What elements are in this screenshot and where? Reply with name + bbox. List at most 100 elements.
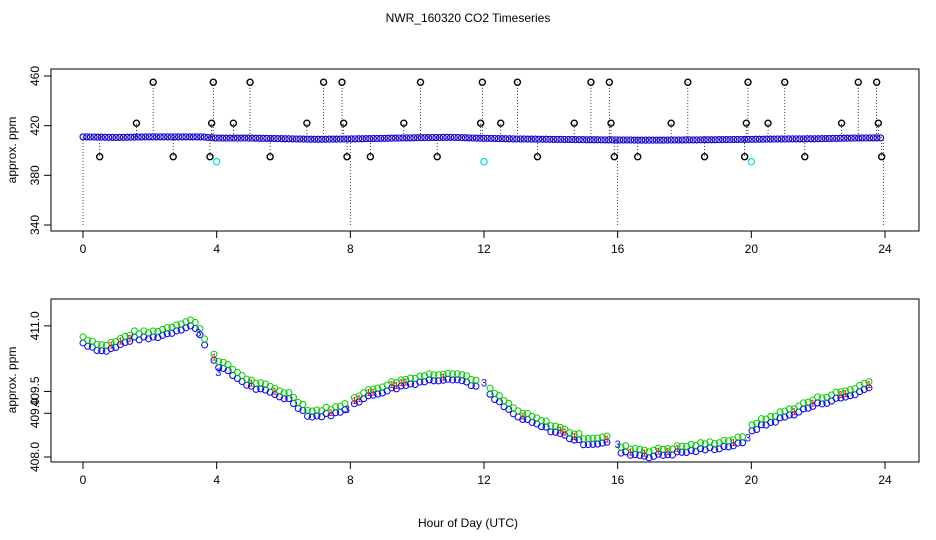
series-point-2 <box>542 417 550 425</box>
series-point-2 <box>860 379 868 387</box>
series-point-2 <box>552 422 560 430</box>
band-point <box>674 136 682 144</box>
spike-point <box>478 78 487 86</box>
spike-point <box>605 78 614 86</box>
band-point <box>311 135 319 143</box>
series-point-2 <box>697 439 705 447</box>
series-point-2 <box>767 412 775 420</box>
band-point <box>119 133 127 141</box>
spike-point <box>476 119 485 127</box>
spike-point <box>874 119 883 127</box>
series-marker-3: 3 <box>344 404 350 416</box>
band-point <box>564 136 572 144</box>
spike-point <box>634 153 642 161</box>
series-point-2 <box>734 433 742 441</box>
series-point-2 <box>645 448 653 456</box>
band-point <box>197 133 205 141</box>
x-tick-label: 20 <box>745 242 759 256</box>
band-point <box>211 134 219 142</box>
series-point-2 <box>191 318 199 326</box>
band-point <box>546 135 554 143</box>
series-point-2 <box>505 399 513 407</box>
series-point-2 <box>257 379 265 387</box>
band-point <box>814 135 822 143</box>
series-marker-1: 1 <box>272 387 278 398</box>
series-marker-1: 1 <box>838 390 844 401</box>
series-point-2 <box>580 435 588 443</box>
spike-point <box>740 153 749 161</box>
top-data-marks <box>79 78 886 225</box>
band-point <box>90 133 98 141</box>
band-point <box>182 133 190 141</box>
band-point <box>428 134 436 142</box>
band-point <box>487 134 495 142</box>
series-point-2 <box>275 387 283 395</box>
band-point <box>550 135 558 143</box>
band-point <box>402 134 410 142</box>
series-point-2 <box>280 389 288 397</box>
series-point-2 <box>626 445 634 453</box>
band-point <box>314 135 322 143</box>
band-point <box>318 135 326 143</box>
band-point <box>388 134 396 142</box>
y-tick-label: 411.0 <box>28 311 42 340</box>
series-point-2 <box>603 432 611 440</box>
band-point <box>193 133 201 141</box>
band-point <box>248 134 256 142</box>
band-point <box>127 133 135 141</box>
series-point-2 <box>126 331 134 339</box>
x-tick-label: 12 <box>477 242 491 256</box>
spike-point <box>207 119 216 127</box>
band-point <box>719 136 727 144</box>
band-point <box>542 135 550 143</box>
band-point <box>189 133 197 141</box>
y-tick-label: 409.5 <box>28 376 42 406</box>
spike-point <box>533 153 542 161</box>
spike-point <box>610 153 619 161</box>
cyan-point <box>747 157 756 166</box>
band-point <box>351 135 359 143</box>
spike-point <box>801 153 809 161</box>
y-tick-label: 460 <box>28 66 42 86</box>
band-point <box>557 135 565 143</box>
band-point <box>722 136 730 144</box>
band-point <box>476 134 484 142</box>
band-point <box>307 135 315 143</box>
series-marker-1: 1 <box>394 381 400 392</box>
series-point-2 <box>98 341 106 349</box>
band-point <box>568 136 576 144</box>
band-point <box>612 136 620 144</box>
band-point <box>505 135 513 143</box>
band-point <box>833 134 841 142</box>
band-point <box>219 134 227 142</box>
band-point <box>149 133 157 141</box>
band-point <box>711 136 719 144</box>
series-point-2 <box>159 325 167 333</box>
series-marker-1: 1 <box>810 398 816 409</box>
band-point <box>108 133 116 141</box>
series-point-2 <box>224 360 232 368</box>
series-point-2 <box>421 372 429 380</box>
band-point <box>873 134 881 142</box>
band-point <box>708 136 716 144</box>
band-point <box>79 133 87 141</box>
band-point <box>807 135 815 143</box>
band-point <box>825 134 833 142</box>
band-point <box>333 135 341 143</box>
band-point <box>123 133 131 141</box>
series-point-2 <box>472 376 480 384</box>
series-point-2 <box>589 434 597 442</box>
series-point-2 <box>528 412 536 420</box>
series-point-2 <box>453 370 461 378</box>
spike-point <box>339 119 348 127</box>
series-point-2 <box>654 444 662 452</box>
band-point <box>141 133 149 141</box>
spike-point <box>149 78 157 86</box>
band-point <box>112 133 120 141</box>
band-point <box>454 134 462 142</box>
series-marker-1: 1 <box>674 444 680 455</box>
band-point <box>384 134 392 142</box>
band-point <box>847 134 855 142</box>
spike-point <box>209 78 218 86</box>
series-marker-1: 1 <box>403 378 409 389</box>
